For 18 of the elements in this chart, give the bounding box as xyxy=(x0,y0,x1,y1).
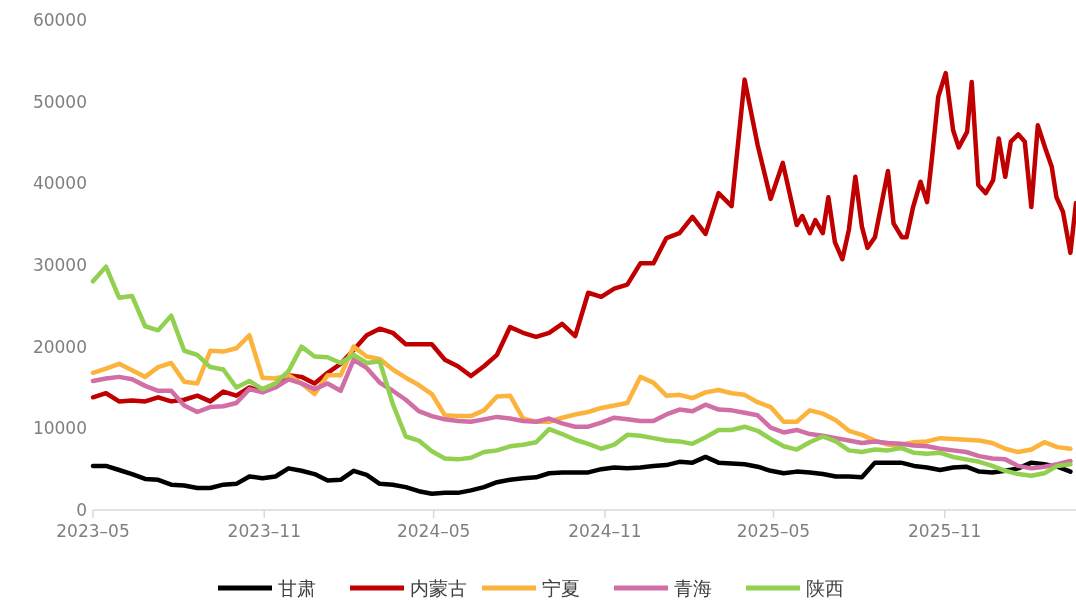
y-tick-label: 50000 xyxy=(32,91,87,112)
x-tick-label: 2023–11 xyxy=(227,521,301,541)
y-tick-label: 40000 xyxy=(32,173,87,194)
legend-label: 内蒙古 xyxy=(410,577,467,599)
x-tick-label: 2025–11 xyxy=(908,521,982,541)
x-tick-label: 2025–05 xyxy=(736,521,811,541)
x-tick-label: 2023–05 xyxy=(56,521,130,541)
y-tick-label: 60000 xyxy=(32,10,87,30)
y-tick-label: 20000 xyxy=(32,336,87,357)
legend-label: 陕西 xyxy=(806,577,844,599)
legend-label: 甘肃 xyxy=(278,577,316,599)
y-tick-label: 10000 xyxy=(32,418,87,439)
y-tick-label: 0 xyxy=(76,500,87,520)
y-tick-label: 30000 xyxy=(32,255,87,275)
x-tick-label: 2024–11 xyxy=(568,521,642,541)
x-tick-label: 2024–05 xyxy=(397,521,471,541)
legend-label: 青海 xyxy=(674,577,712,599)
legend-label: 宁夏 xyxy=(542,577,580,599)
